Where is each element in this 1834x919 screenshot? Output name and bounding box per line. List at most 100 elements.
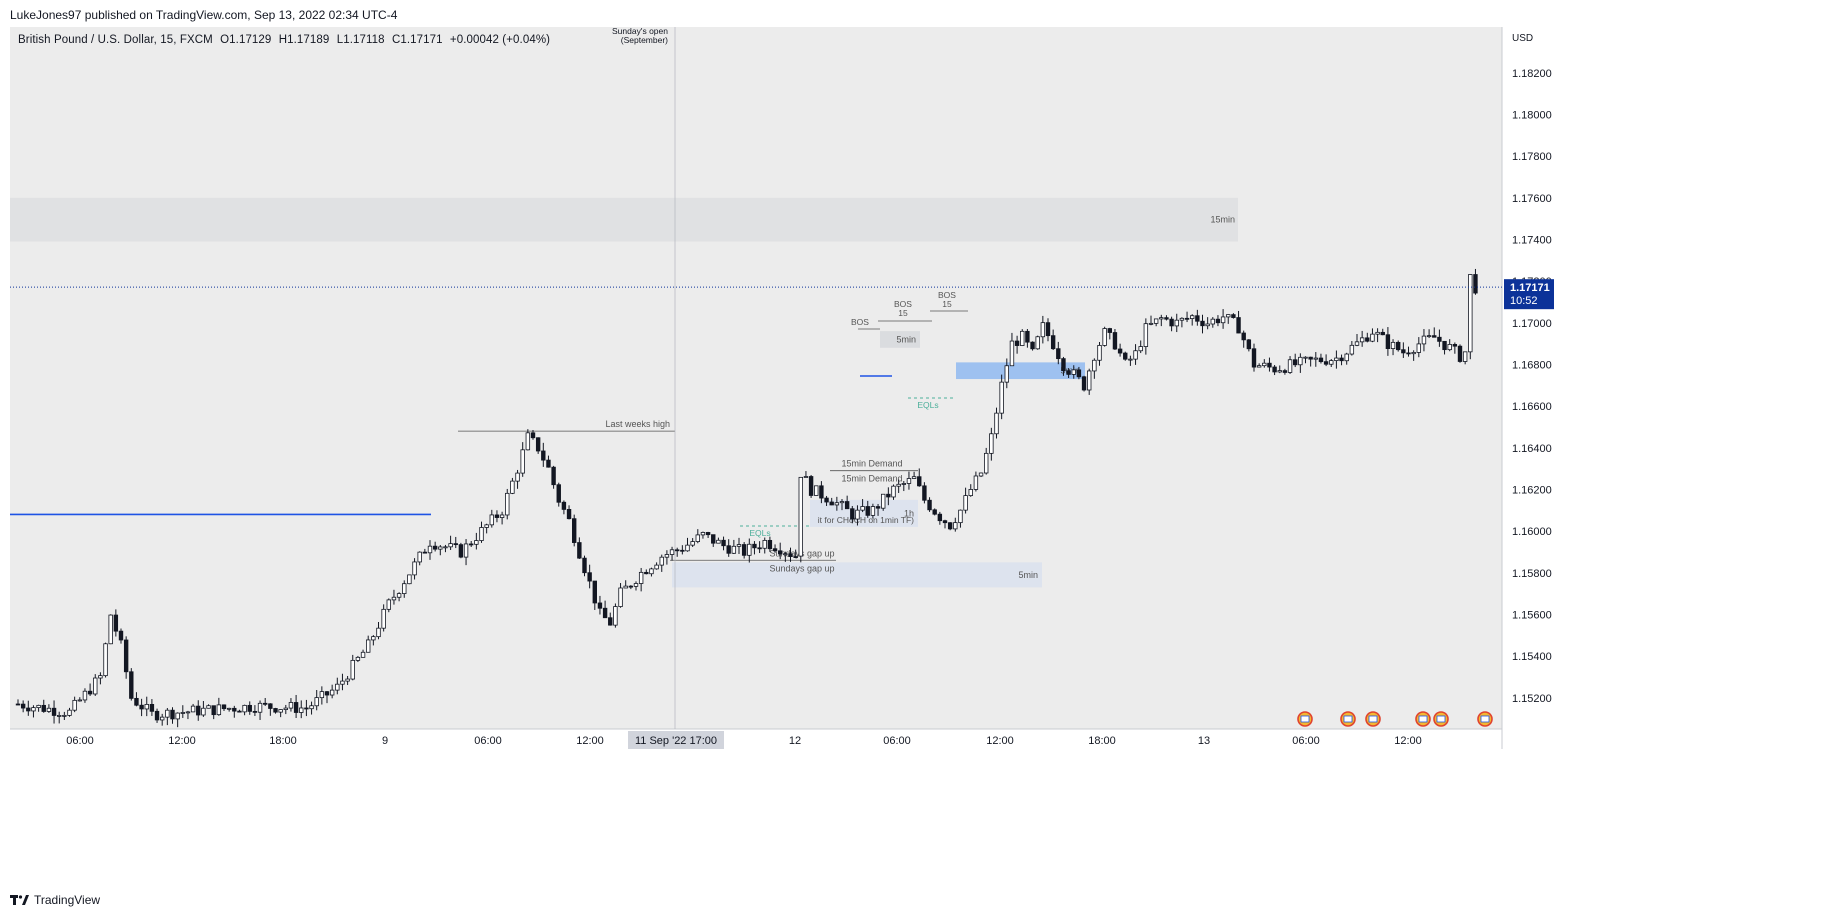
candle-body[interactable] bbox=[906, 478, 912, 484]
candle-body[interactable] bbox=[1081, 376, 1087, 391]
candle-body[interactable] bbox=[1040, 322, 1046, 338]
candle-body[interactable] bbox=[901, 483, 906, 485]
candle-body[interactable] bbox=[819, 485, 824, 499]
candle-body[interactable] bbox=[695, 534, 700, 542]
candle-body[interactable] bbox=[1076, 369, 1082, 378]
candle-body[interactable] bbox=[170, 709, 175, 720]
candle-body[interactable] bbox=[458, 544, 464, 558]
candle-body[interactable] bbox=[613, 606, 618, 626]
candle-body[interactable] bbox=[1370, 333, 1375, 342]
candle-body[interactable] bbox=[510, 480, 515, 494]
candle-body[interactable] bbox=[1190, 315, 1195, 319]
candle-body[interactable] bbox=[417, 551, 422, 563]
candle-body[interactable] bbox=[654, 564, 659, 570]
candle-body[interactable] bbox=[329, 689, 335, 696]
candle-body[interactable] bbox=[41, 704, 46, 712]
candle-body[interactable] bbox=[371, 636, 376, 641]
candle-body[interactable] bbox=[381, 608, 386, 629]
candle-body[interactable] bbox=[494, 514, 500, 518]
candle-body[interactable] bbox=[46, 707, 52, 712]
price-axis[interactable] bbox=[1502, 27, 1828, 749]
candle-body[interactable] bbox=[1277, 370, 1282, 373]
candle-body[interactable] bbox=[942, 520, 948, 524]
candle-body[interactable] bbox=[1293, 359, 1298, 366]
candle-body[interactable] bbox=[824, 497, 829, 503]
candle-body[interactable] bbox=[808, 476, 814, 496]
candle-body[interactable] bbox=[113, 614, 119, 632]
candle-body[interactable] bbox=[479, 527, 484, 541]
candle-body[interactable] bbox=[659, 556, 664, 566]
candle-body[interactable] bbox=[891, 485, 896, 498]
candle-body[interactable] bbox=[978, 472, 984, 477]
candle-body[interactable] bbox=[484, 524, 489, 528]
candle-body[interactable] bbox=[365, 639, 371, 653]
candle-body[interactable] bbox=[1226, 314, 1231, 318]
candle-body[interactable] bbox=[844, 501, 850, 510]
candle-body[interactable] bbox=[129, 671, 134, 699]
candle-body[interactable] bbox=[1092, 359, 1097, 372]
candle-body[interactable] bbox=[582, 557, 587, 574]
candle-body[interactable] bbox=[304, 707, 309, 710]
candle-body[interactable] bbox=[1128, 358, 1133, 361]
candle-body[interactable] bbox=[1256, 365, 1262, 368]
candle-body[interactable] bbox=[597, 602, 603, 609]
candle-body[interactable] bbox=[51, 707, 57, 716]
candle-body[interactable] bbox=[77, 699, 82, 702]
candle-body[interactable] bbox=[1354, 341, 1360, 346]
candle-body[interactable] bbox=[159, 716, 165, 721]
candle-body[interactable] bbox=[1349, 344, 1355, 355]
candle-body[interactable] bbox=[324, 691, 330, 696]
last-price-label[interactable] bbox=[1504, 279, 1554, 310]
candle-body[interactable] bbox=[716, 539, 721, 544]
candle-body[interactable] bbox=[1123, 352, 1128, 360]
candle-body[interactable] bbox=[335, 683, 340, 691]
candle-body[interactable] bbox=[572, 518, 577, 543]
candle-body[interactable] bbox=[1097, 345, 1102, 361]
candle-body[interactable] bbox=[1401, 349, 1406, 354]
candle-body[interactable] bbox=[566, 509, 572, 520]
candle-body[interactable] bbox=[1004, 365, 1009, 383]
candle-body[interactable] bbox=[1421, 335, 1427, 345]
candle-body[interactable] bbox=[1102, 328, 1107, 346]
candle-body[interactable] bbox=[1133, 350, 1138, 360]
candle-body[interactable] bbox=[675, 549, 680, 552]
candle-body[interactable] bbox=[20, 703, 26, 709]
candle-body[interactable] bbox=[273, 708, 278, 713]
zone[interactable] bbox=[672, 562, 1042, 588]
candle-body[interactable] bbox=[1112, 332, 1118, 350]
candle-body[interactable] bbox=[1385, 334, 1391, 349]
candle-body[interactable] bbox=[726, 545, 731, 554]
candle-body[interactable] bbox=[556, 484, 561, 503]
candle-body[interactable] bbox=[1071, 369, 1076, 375]
candle-body[interactable] bbox=[829, 501, 834, 506]
candle-body[interactable] bbox=[1107, 328, 1112, 333]
candle-body[interactable] bbox=[1313, 357, 1318, 360]
zone[interactable] bbox=[10, 197, 1238, 242]
candle-body[interactable] bbox=[803, 476, 809, 478]
candle-body[interactable] bbox=[432, 545, 438, 550]
candle-body[interactable] bbox=[1200, 320, 1205, 327]
candle-body[interactable] bbox=[499, 514, 505, 518]
candle-body[interactable] bbox=[741, 544, 747, 556]
candle-body[interactable] bbox=[1468, 274, 1473, 353]
candle-body[interactable] bbox=[438, 546, 443, 550]
candle-body[interactable] bbox=[93, 677, 98, 695]
candle-body[interactable] bbox=[669, 549, 675, 555]
candle-body[interactable] bbox=[577, 542, 582, 559]
candle-body[interactable] bbox=[252, 710, 258, 713]
candle-body[interactable] bbox=[947, 522, 953, 530]
candle-body[interactable] bbox=[1056, 348, 1061, 360]
candle-body[interactable] bbox=[262, 702, 268, 705]
candle-body[interactable] bbox=[1303, 356, 1308, 359]
candle-body[interactable] bbox=[1231, 314, 1236, 318]
candle-body[interactable] bbox=[180, 712, 185, 714]
candle-body[interactable] bbox=[350, 659, 355, 680]
candle-body[interactable] bbox=[345, 678, 350, 682]
candle-body[interactable] bbox=[1298, 356, 1303, 366]
candle-body[interactable] bbox=[149, 703, 155, 712]
candle-body[interactable] bbox=[427, 545, 433, 554]
candle-body[interactable] bbox=[778, 550, 783, 555]
candle-body[interactable] bbox=[886, 493, 891, 498]
candle-body[interactable] bbox=[1087, 370, 1092, 391]
candle-body[interactable] bbox=[994, 412, 999, 435]
